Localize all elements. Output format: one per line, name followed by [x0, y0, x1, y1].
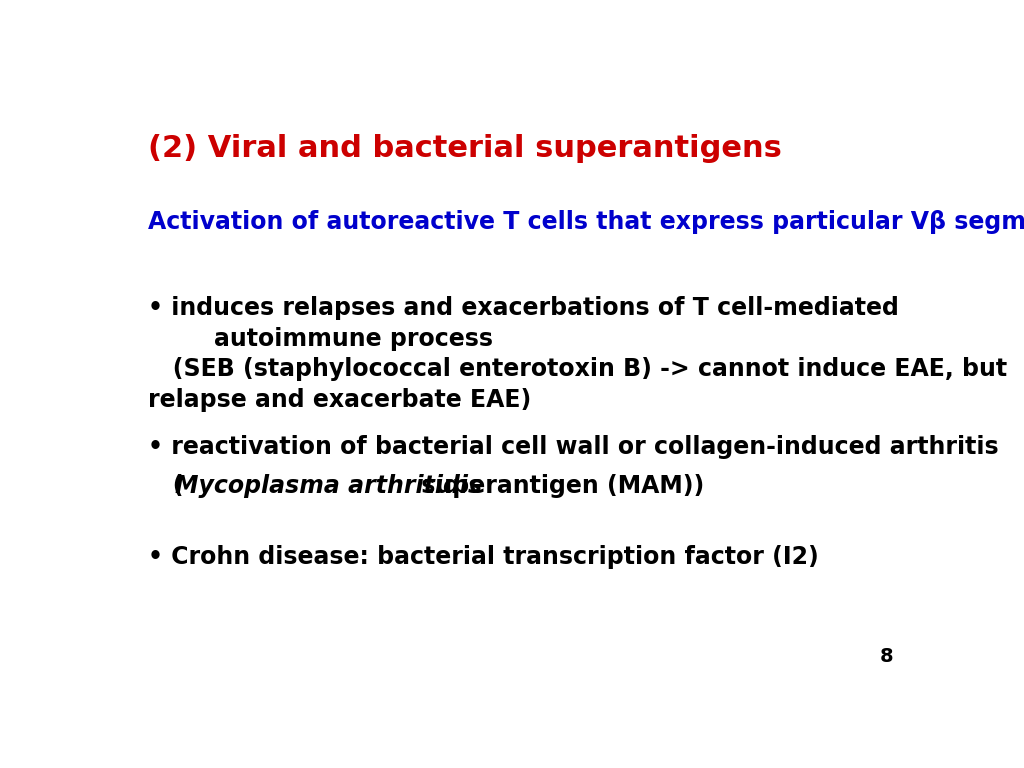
Text: • reactivation of bacterial cell wall or collagen-induced arthritis: • reactivation of bacterial cell wall or…	[147, 435, 998, 459]
Text: • Crohn disease: bacterial transcription factor (I2): • Crohn disease: bacterial transcription…	[147, 545, 818, 568]
Text: • induces relapses and exacerbations of T cell-mediated
        autoimmune proce: • induces relapses and exacerbations of …	[147, 296, 1007, 412]
Text: (2) Viral and bacterial superantigens: (2) Viral and bacterial superantigens	[147, 134, 781, 163]
Text: Mycoplasma arthritidis: Mycoplasma arthritidis	[175, 474, 482, 498]
Text: Activation of autoreactive T cells that express particular Vβ segments: Activation of autoreactive T cells that …	[147, 210, 1024, 234]
Text: superantigen (MAM)): superantigen (MAM))	[414, 474, 705, 498]
Text: (: (	[147, 474, 183, 498]
Text: 8: 8	[881, 647, 894, 666]
